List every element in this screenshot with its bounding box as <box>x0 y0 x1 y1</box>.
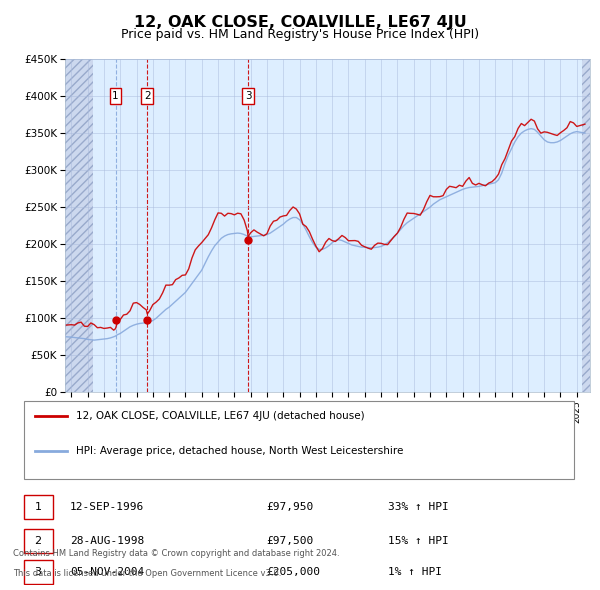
FancyBboxPatch shape <box>23 401 574 479</box>
Text: 12-SEP-1996: 12-SEP-1996 <box>70 502 144 512</box>
Text: 15% ↑ HPI: 15% ↑ HPI <box>388 536 449 546</box>
FancyBboxPatch shape <box>23 560 53 584</box>
Text: HPI: Average price, detached house, North West Leicestershire: HPI: Average price, detached house, Nort… <box>76 447 403 457</box>
Text: £97,950: £97,950 <box>267 502 314 512</box>
Text: This data is licensed under the Open Government Licence v3.0.: This data is licensed under the Open Gov… <box>13 569 281 578</box>
Text: Price paid vs. HM Land Registry's House Price Index (HPI): Price paid vs. HM Land Registry's House … <box>121 28 479 41</box>
Bar <box>581 59 590 392</box>
Text: 2: 2 <box>34 536 41 546</box>
Text: 1: 1 <box>112 91 119 101</box>
Text: 12, OAK CLOSE, COALVILLE, LE67 4JU (detached house): 12, OAK CLOSE, COALVILLE, LE67 4JU (deta… <box>76 411 364 421</box>
Text: 3: 3 <box>245 91 251 101</box>
Text: 33% ↑ HPI: 33% ↑ HPI <box>388 502 449 512</box>
Text: 2: 2 <box>144 91 151 101</box>
Text: 05-NOV-2004: 05-NOV-2004 <box>70 567 144 577</box>
Text: 12, OAK CLOSE, COALVILLE, LE67 4JU: 12, OAK CLOSE, COALVILLE, LE67 4JU <box>134 15 466 30</box>
Text: £97,500: £97,500 <box>267 536 314 546</box>
FancyBboxPatch shape <box>23 529 53 553</box>
Text: 1: 1 <box>35 502 41 512</box>
Text: 1% ↑ HPI: 1% ↑ HPI <box>388 567 442 577</box>
Text: 3: 3 <box>35 567 41 577</box>
FancyBboxPatch shape <box>23 495 53 519</box>
Bar <box>65 59 92 392</box>
Text: £205,000: £205,000 <box>267 567 321 577</box>
Text: 28-AUG-1998: 28-AUG-1998 <box>70 536 144 546</box>
Text: Contains HM Land Registry data © Crown copyright and database right 2024.: Contains HM Land Registry data © Crown c… <box>13 549 340 558</box>
